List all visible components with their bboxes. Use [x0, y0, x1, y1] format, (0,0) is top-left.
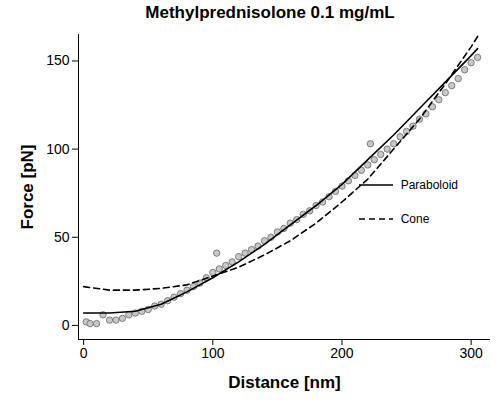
svg-text:200: 200 [330, 345, 354, 361]
svg-text:150: 150 [46, 52, 70, 68]
html-text:Paraboloid: Paraboloid [400, 178, 458, 192]
svg-text:300: 300 [459, 345, 483, 361]
svg-text:0: 0 [62, 317, 70, 333]
svg-text:50: 50 [54, 229, 70, 245]
html-text:Cone: Cone [400, 212, 430, 226]
svg-text:0: 0 [80, 345, 88, 361]
svg-text:Distance [nm]: Distance [nm] [228, 373, 340, 392]
svg-text:100: 100 [46, 141, 70, 157]
html-text:Methylprednisolone 0.1 mg/mL: Methylprednisolone 0.1 mg/mL [145, 3, 395, 22]
svg-text:Force [pN]: Force [pN] [18, 145, 37, 230]
svg-text:100: 100 [201, 345, 225, 361]
